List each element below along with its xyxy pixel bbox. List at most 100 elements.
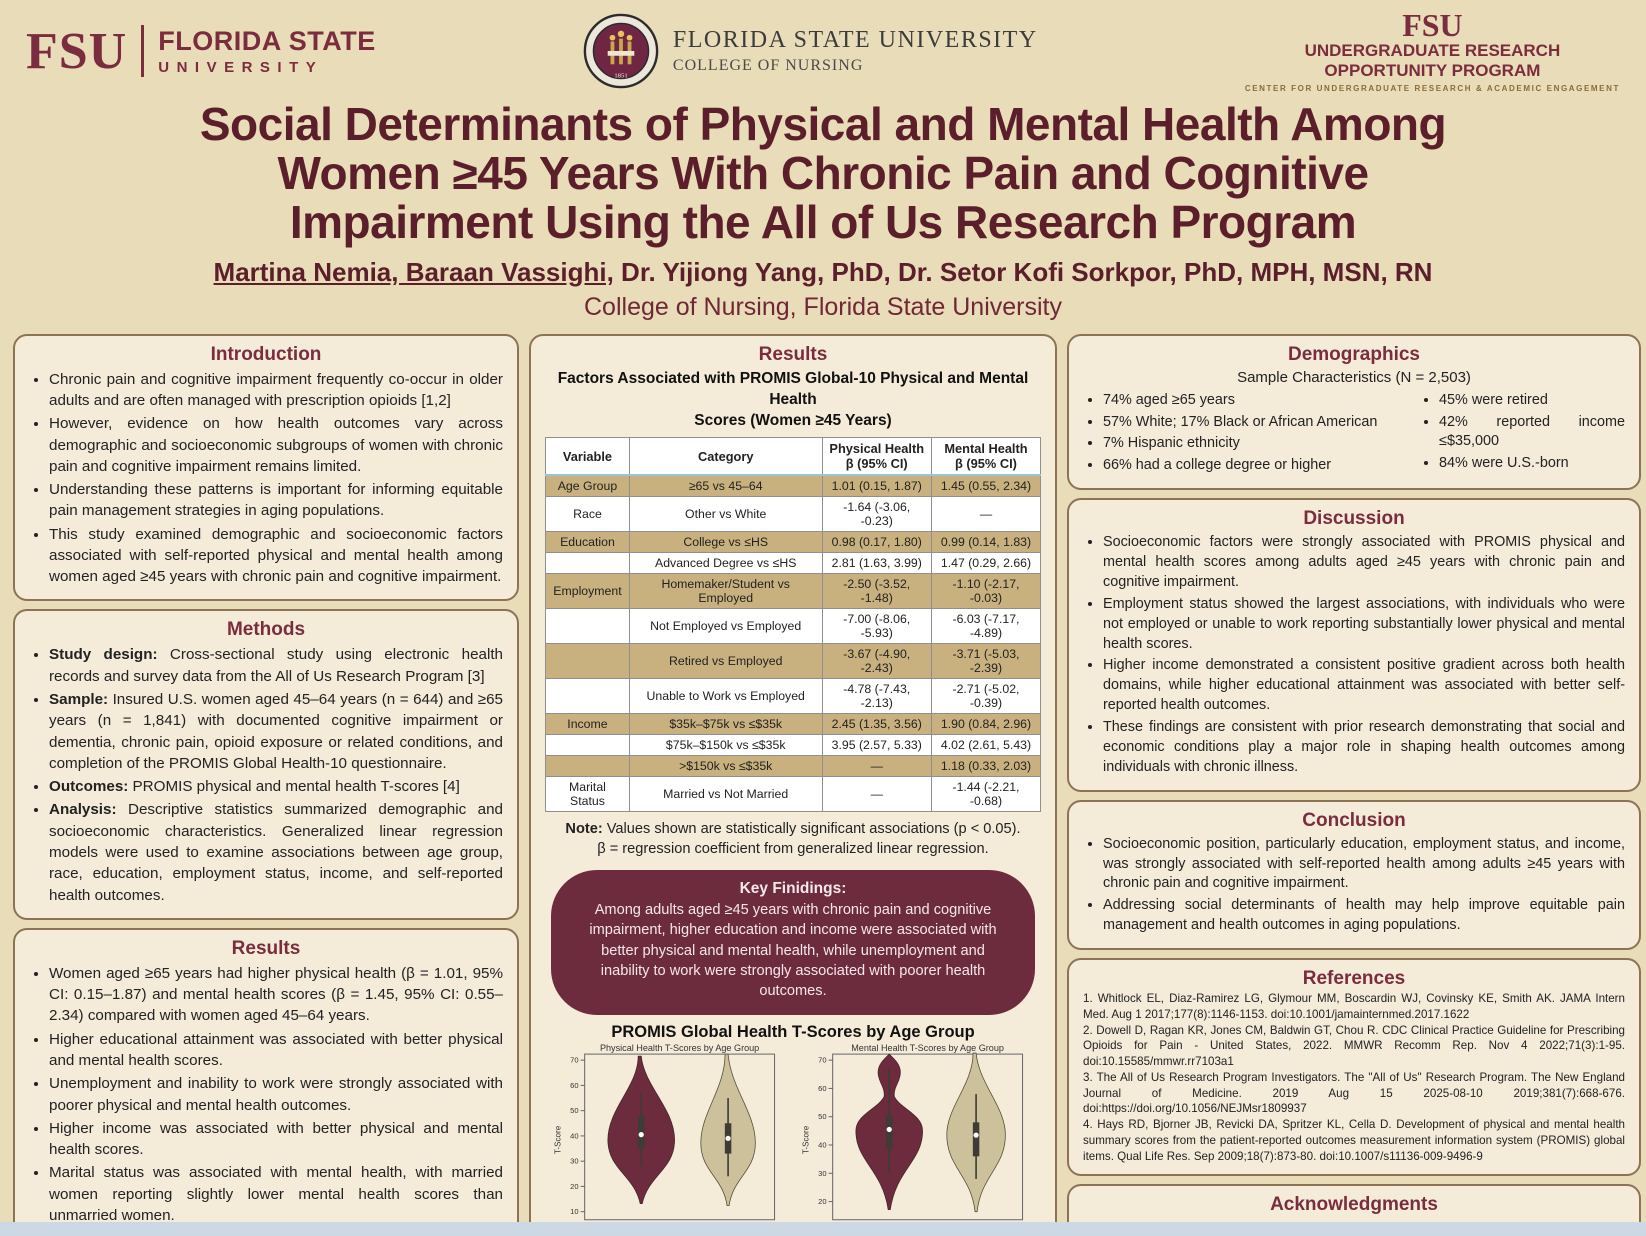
methods-list: Study design: Cross-sectional study usin… — [29, 644, 503, 905]
center-column: Results Factors Associated with PROMIS G… — [529, 333, 1057, 1236]
university-name: FLORIDA STATE UNIVERSITY — [672, 27, 1038, 53]
svg-text:60: 60 — [818, 1084, 826, 1093]
left-column: Introduction Chronic pain and cognitive … — [13, 333, 519, 1236]
svg-text:50: 50 — [570, 1106, 578, 1115]
reference-item: 1. Whitlock EL, Diaz-Ramirez LG, Glymour… — [1083, 992, 1625, 1021]
methods-heading: Methods — [226, 619, 306, 641]
mental-health-violin-plot: Mental Health T-Scores by Age Group 70 6… — [801, 1044, 1024, 1236]
physical-health-violin-plot: Physical Health T-Scores by Age Group 70… — [553, 1044, 776, 1236]
window-edge-bar — [0, 1222, 1646, 1236]
student-authors: Martina Nemia, Baraan Vassighi, — [213, 256, 614, 287]
key-findings-heading: Key Finidings: — [739, 879, 847, 897]
reference-item: 2. Dowell D, Ragan KR, Jones CM, Baldwin… — [1083, 1023, 1625, 1069]
list-item: Higher income was associated with better… — [49, 1118, 503, 1161]
list-item: This study examined demographic and soci… — [49, 524, 503, 588]
svg-text:10: 10 — [570, 1207, 578, 1216]
title-line-1: Social Determinants of Physical and Ment… — [199, 98, 1447, 150]
list-item: Outcomes: PROMIS physical and mental hea… — [49, 776, 503, 797]
list-item: However, evidence on how health outcomes… — [49, 413, 503, 477]
fsu-wordmark-line2: UNIVERSITY — [158, 59, 324, 76]
list-item: Employment status showed the largest ass… — [1103, 595, 1625, 655]
svg-text:20: 20 — [818, 1197, 826, 1206]
svg-text:50: 50 — [818, 1112, 826, 1121]
key-findings-callout: Key Finidings: Among adults aged ≥45 yea… — [551, 869, 1035, 1015]
svg-text:40: 40 — [570, 1131, 578, 1140]
conclusion-panel: Conclusion Socioeconomic position, parti… — [1067, 799, 1641, 951]
references-heading: References — [1302, 968, 1406, 990]
list-item: Study design: Cross-sectional study usin… — [49, 644, 503, 687]
svg-text:1851: 1851 — [614, 73, 627, 80]
demographics-subtitle: Sample Characteristics (N = 2,503) — [1237, 368, 1471, 386]
list-item: 74% aged ≥65 years — [1103, 391, 1413, 411]
svg-text:T-Score: T-Score — [801, 1125, 810, 1154]
logo-divider — [141, 25, 145, 77]
list-item: Understanding these patterns is importan… — [49, 479, 503, 522]
svg-text:Physical Health T-Scores by Ag: Physical Health T-Scores by Age Group — [600, 1044, 759, 1053]
demographics-panel: Demographics Sample Characteristics (N =… — [1067, 333, 1641, 491]
col-header-variable: Variable — [545, 437, 630, 477]
discussion-panel: Discussion Socioeconomic factors were st… — [1067, 498, 1641, 792]
list-item: Chronic pain and cognitive impairment fr… — [49, 369, 503, 412]
conclusion-list: Socioeconomic position, particularly edu… — [1083, 835, 1625, 936]
table-row: Unable to Work vs Employed -4.78 (-7.43, … — [545, 678, 1042, 715]
list-item: Higher educational attainment was associ… — [49, 1029, 503, 1072]
fsu-seal-icon: 1851 — [583, 13, 659, 89]
title-line-3: Impairment Using the All of Us Research … — [289, 196, 1357, 249]
introduction-list: Chronic pain and cognitive impairment fr… — [29, 369, 503, 588]
list-item: Marital status was associated with menta… — [49, 1162, 503, 1226]
table-header-row: Variable Category Physical Health β (95% … — [545, 437, 1042, 477]
affiliation: College of Nursing, Florida State Univer… — [584, 292, 1062, 321]
table-row: Age Group ≥65 vs 45–64 1.01 (0.15, 1.87) 1.… — [545, 474, 1042, 498]
list-item: 66% had a college degree or higher — [1103, 456, 1413, 476]
urop-fsu-monogram: FSU — [1402, 7, 1463, 44]
list-item: Higher income demonstrated a consistent … — [1103, 656, 1625, 716]
results-left-heading: Results — [231, 937, 301, 959]
references-list: 1. Whitlock EL, Diaz-Ramirez LG, Glymour… — [1083, 991, 1625, 1164]
discussion-list: Socioeconomic factors were strongly asso… — [1083, 533, 1625, 778]
list-item: Analysis: Descriptive statistics summari… — [49, 799, 503, 905]
figure-heading: PROMIS Global Health T-Scores by Age Gro… — [611, 1022, 975, 1041]
introduction-panel: Introduction Chronic pain and cognitive … — [13, 333, 519, 602]
list-item: 42% reported income ≤$35,000 — [1439, 413, 1625, 453]
regression-table: Variable Category Physical Health β (95% … — [545, 437, 1042, 813]
list-item: 84% were U.S.-born — [1439, 454, 1625, 474]
svg-text:70: 70 — [570, 1056, 578, 1065]
table-note: Note: Values shown are statistically sig… — [565, 821, 1021, 858]
svg-text:20: 20 — [570, 1182, 578, 1191]
list-item: Socioeconomic position, particularly edu… — [1103, 835, 1625, 895]
conclusion-heading: Conclusion — [1302, 809, 1406, 831]
poster-header: FSU FLORIDA STATE UNIVERSITY 1851 F — [0, 0, 1646, 98]
authors-line: Martina Nemia, Baraan Vassighi, Dr. Yiji… — [0, 257, 1646, 288]
right-column: Demographics Sample Characteristics (N =… — [1067, 333, 1641, 1236]
demographics-left-list: 74% aged ≥65 years 57% White; 17% Black … — [1083, 391, 1413, 479]
list-item: Addressing social determinants of health… — [1103, 896, 1625, 936]
svg-text:Mental Health T-Scores by Age: Mental Health T-Scores by Age Group — [851, 1044, 1004, 1053]
results-left-list: Women aged ≥65 years had higher physical… — [29, 963, 503, 1226]
table-row: Education College vs ≤HS 0.98 (0.17, 1.80)… — [545, 531, 1042, 554]
key-findings-text: Among adults aged ≥45 years with chronic… — [589, 901, 997, 1000]
table-row: Not Employed vs Employed -7.00 (-8.06, -5… — [545, 608, 1042, 645]
reference-item: 3. The All of Us Research Program Invest… — [1083, 1070, 1625, 1116]
fsu-wordmark-line1: FLORIDA STATE — [158, 26, 376, 56]
urop-line2: OPPORTUNITY PROGRAM — [1324, 61, 1541, 80]
list-item: Unemployment and inability to work were … — [49, 1073, 503, 1116]
table-row: Advanced Degree vs ≤HS 2.81 (1.63, 3.99) 1… — [545, 552, 1042, 575]
svg-text:30: 30 — [818, 1169, 826, 1178]
table-row: Retired vs Employed -3.67 (-4.90, -2.43) -… — [545, 643, 1042, 680]
fsu-monogram: FSU — [26, 22, 128, 80]
col-header-physical: Physical Health β (95% CI) — [821, 437, 932, 477]
list-item: These findings are consistent with prior… — [1103, 718, 1625, 778]
table-row: Marital Status Married vs Not Married — -1.… — [545, 776, 1042, 813]
fsu-wordmark-logo: FSU FLORIDA STATE UNIVERSITY — [26, 22, 376, 81]
urop-line1: UNDERGRADUATE RESEARCH — [1304, 41, 1561, 61]
list-item: Sample: Insured U.S. women aged 45–64 ye… — [49, 689, 503, 774]
list-item: Women aged ≥65 years had higher physical… — [49, 963, 503, 1027]
acknowledgments-heading: Acknowledgments — [1270, 1194, 1438, 1216]
list-item: 45% were retired — [1439, 391, 1625, 411]
urop-line3: CENTER FOR UNDERGRADUATE RESEARCH & ACAD… — [1244, 83, 1620, 93]
reference-item: 4. Hays RD, Bjorner JB, Revicki DA, Spri… — [1083, 1118, 1625, 1163]
list-item: 7% Hispanic ethnicity — [1103, 434, 1413, 454]
svg-text:40: 40 — [818, 1140, 826, 1149]
college-name: COLLEGE OF NURSING — [672, 57, 864, 74]
